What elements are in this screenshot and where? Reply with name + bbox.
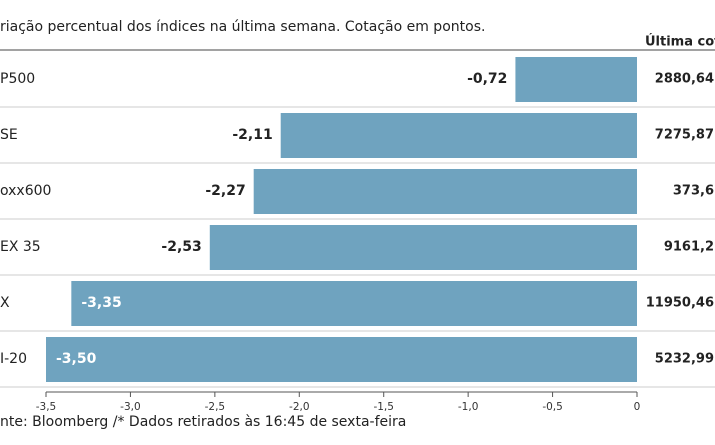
x-tick-label: -1,5 (373, 401, 394, 413)
bar (253, 169, 638, 214)
category-label: I-20 (0, 351, 27, 367)
category-label: X (0, 295, 10, 311)
value-label: -0,72 (467, 71, 507, 87)
last-quote: 7275,87 (655, 128, 714, 143)
x-tick-label: -1,0 (458, 401, 479, 413)
x-tick-label: 0 (634, 401, 641, 413)
x-tick-label: -2,0 (289, 401, 310, 413)
column-header: Última cota (645, 34, 715, 50)
bar (209, 225, 637, 270)
bar (46, 337, 637, 382)
x-tick-label: -3,0 (120, 401, 141, 413)
category-label: oxx600 (0, 183, 51, 199)
value-label: -2,11 (232, 127, 272, 143)
bar (71, 281, 638, 326)
last-quote: 373,6 (673, 184, 714, 199)
value-label: -3,50 (56, 351, 97, 367)
last-quote: 5232,99 (655, 352, 714, 367)
x-tick-label: -2,5 (205, 401, 226, 413)
last-quote: 9161,2 (664, 240, 714, 255)
bar (515, 57, 637, 102)
x-tick-label: -3,5 (36, 401, 57, 413)
value-label: -2,27 (205, 183, 245, 199)
bar (280, 113, 637, 158)
category-label: SE (0, 127, 18, 143)
category-label: P500 (0, 71, 35, 87)
last-quote: 11950,46 (646, 296, 714, 311)
category-label: EX 35 (0, 239, 41, 255)
x-tick-label: -0,5 (542, 401, 563, 413)
last-quote: 2880,64 (655, 72, 714, 87)
chart-title: riação percentual dos índices na última … (0, 19, 485, 35)
value-label: -2,53 (161, 239, 201, 255)
value-label: -3,35 (81, 295, 121, 311)
source-note: nte: Bloomberg /* Dados retirados às 16:… (0, 414, 406, 430)
